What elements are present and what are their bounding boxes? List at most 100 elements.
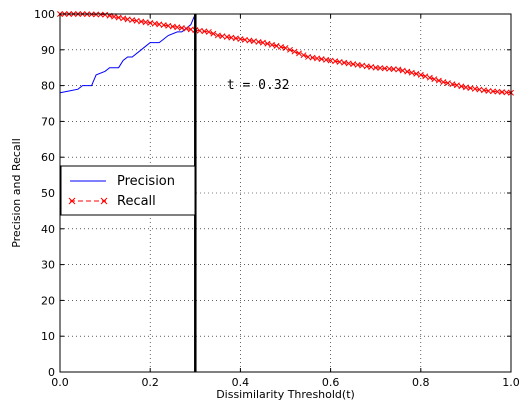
recall-marker	[178, 25, 185, 31]
recall-marker	[120, 15, 127, 22]
recall-marker	[174, 24, 181, 31]
recall-marker	[124, 16, 131, 23]
recall-marker	[142, 19, 149, 26]
recall-marker	[169, 23, 176, 30]
recall-marker	[102, 11, 109, 18]
recall-marker	[282, 45, 289, 51]
y-tick-label: 30	[41, 259, 55, 272]
ticks: 0 10 20 30 40 50 60 70 80 90 100 0.0 0.2 0.4 0.6 0.8 1.0	[34, 8, 520, 389]
recall-marker	[404, 68, 411, 75]
recall-marker	[327, 57, 334, 64]
recall-marker	[160, 22, 167, 29]
recall-marker	[219, 33, 226, 40]
recall-marker	[332, 58, 339, 65]
recall-marker	[471, 85, 478, 92]
recall-marker	[147, 19, 154, 26]
recall-marker	[165, 22, 172, 29]
recall-marker	[97, 11, 104, 18]
recall-marker	[269, 41, 275, 48]
x-tick-label: 0.6	[322, 376, 340, 389]
recall-marker	[183, 25, 190, 32]
x-axis-label: Dissimilarity Threshold(t)	[216, 388, 355, 401]
recall-marker	[237, 36, 244, 43]
y-tick-label: 50	[41, 187, 55, 200]
legend-label-recall: Recall	[117, 194, 156, 209]
recall-marker	[449, 81, 456, 88]
recall-marker	[359, 62, 366, 69]
recall-marker	[138, 18, 145, 25]
recall-marker	[250, 38, 257, 45]
recall-marker	[408, 69, 415, 76]
recall-marker	[156, 21, 163, 28]
y-tick-label: 100	[34, 8, 55, 21]
x-tick-label: 0.0	[51, 376, 69, 389]
recall-marker	[228, 34, 235, 41]
recall-marker	[413, 70, 420, 77]
recall-marker	[350, 61, 357, 68]
recall-marker	[395, 66, 402, 73]
recall-marker	[440, 79, 447, 85]
legend-box	[60, 165, 196, 216]
recall-marker	[476, 86, 483, 93]
y-axis-label: Precision and Recall	[10, 138, 23, 248]
y-tick-label: 20	[41, 294, 55, 307]
recall-marker	[318, 56, 325, 63]
recall-marker	[458, 83, 465, 90]
y-tick-label: 60	[41, 151, 55, 164]
series-line-recall	[60, 13, 512, 94]
recall-marker	[273, 42, 280, 49]
y-tick-label: 0	[48, 366, 55, 379]
recall-marker	[345, 60, 352, 67]
recall-marker	[354, 61, 361, 68]
legend-label-precision: Precision	[117, 174, 175, 189]
recall-marker	[480, 87, 487, 94]
recall-marker	[309, 54, 316, 61]
y-tick-label: 40	[41, 223, 55, 236]
recall-marker	[115, 14, 122, 21]
recall-marker	[246, 37, 253, 44]
x-tick-label: 1.0	[502, 376, 520, 389]
recall-marker	[129, 17, 136, 24]
y-tick-label: 10	[41, 330, 55, 343]
recall-marker	[205, 28, 212, 35]
recall-marker	[305, 54, 312, 60]
recall-marker	[431, 76, 438, 83]
recall-marker	[453, 82, 460, 89]
recall-marker	[111, 13, 118, 20]
recall-marker	[214, 32, 221, 39]
series-layer	[57, 11, 514, 96]
recall-marker	[467, 85, 474, 92]
y-tick-label: 70	[41, 115, 55, 128]
recall-marker	[363, 63, 370, 70]
y-tick-label: 80	[41, 80, 55, 93]
recall-marker	[255, 38, 262, 45]
legend: Precision Recall	[60, 165, 196, 216]
recall-marker	[232, 35, 239, 42]
legend-recall-markers	[68, 197, 108, 205]
x-tick-label: 0.2	[141, 376, 159, 389]
recall-marker	[462, 84, 469, 91]
recall-marker	[287, 46, 293, 53]
recall-marker	[444, 80, 451, 87]
recall-marker	[368, 64, 375, 70]
recall-marker	[259, 39, 266, 46]
recall-marker	[336, 59, 343, 65]
recall-marker	[210, 30, 217, 37]
y-tick-label: 90	[41, 44, 55, 57]
recall-marker	[300, 52, 307, 59]
recall-marker	[435, 77, 442, 84]
legend-recall-marker	[100, 197, 108, 205]
recall-marker	[278, 43, 284, 50]
x-tick-label: 0.4	[232, 376, 250, 389]
legend-recall-marker	[68, 197, 76, 205]
recall-marker	[417, 71, 424, 78]
recall-marker	[323, 56, 330, 63]
recall-marker	[422, 73, 429, 80]
recall-marker	[314, 55, 321, 62]
recall-marker	[241, 36, 248, 43]
threshold-annotation: t = 0.32	[227, 78, 290, 93]
recall-marker	[426, 74, 433, 81]
recall-marker	[264, 40, 271, 47]
recall-marker	[223, 33, 230, 40]
